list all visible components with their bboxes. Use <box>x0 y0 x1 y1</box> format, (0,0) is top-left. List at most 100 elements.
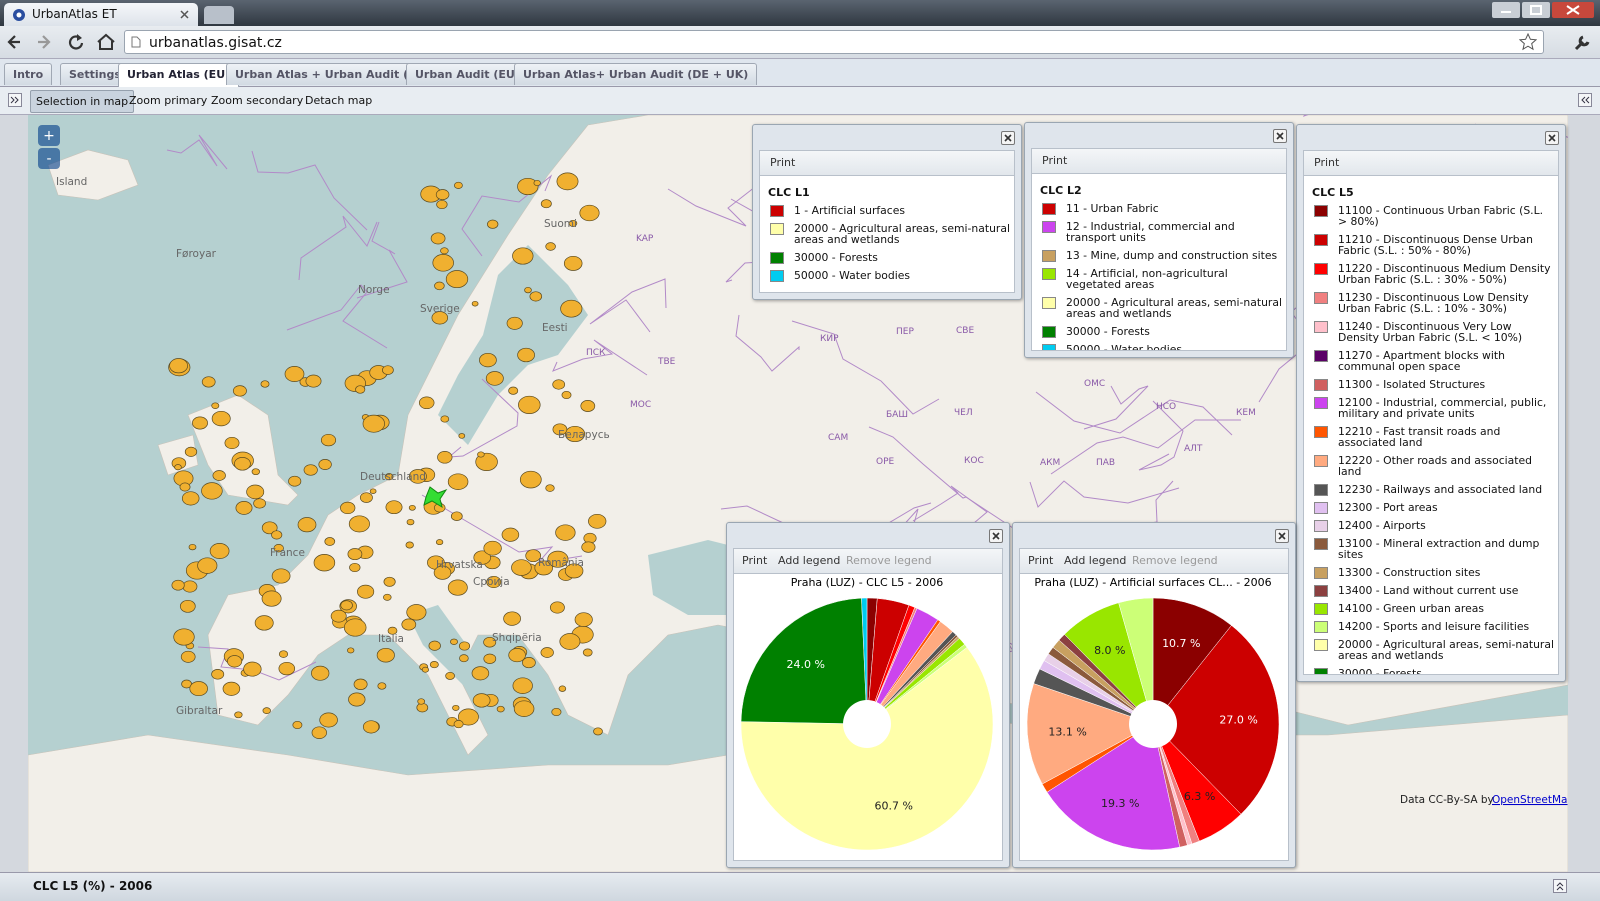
urban-area <box>561 390 572 400</box>
slice-label: 60.7 % <box>874 799 912 812</box>
expand-right[interactable] <box>1578 93 1592 107</box>
urban-area <box>201 482 223 500</box>
legend-label: 12300 - Port areas <box>1338 501 1438 514</box>
urban-area <box>506 316 523 330</box>
url-field[interactable]: urbanatlas.gisat.cz <box>124 30 1544 54</box>
urban-area <box>349 562 361 573</box>
app-tab[interactable]: Urban Audit (EU) <box>406 63 529 85</box>
expand-left[interactable] <box>8 93 22 107</box>
urban-area <box>440 415 450 423</box>
app-tab[interactable]: Urban Atlas + Urban Audit (EU) <box>226 63 439 85</box>
urban-area <box>261 590 282 607</box>
bookmark-star[interactable] <box>1519 33 1537 51</box>
legend-label: 1 - Artificial surfaces <box>794 204 906 217</box>
urban-area <box>209 543 230 559</box>
urban-area <box>486 575 502 589</box>
place-label: Norge <box>358 284 390 296</box>
legend-body: CLC L5 11100 - Continuous Urban Fabric (S… <box>1303 175 1559 675</box>
print-button[interactable]: Print <box>1314 156 1340 169</box>
urban-area <box>271 530 283 540</box>
urban-area <box>477 451 485 458</box>
urban-area <box>472 693 491 708</box>
chart-button[interactable]: Add legend <box>778 554 841 567</box>
tool-button[interactable]: Zoom secondary <box>211 94 304 107</box>
iceland <box>47 149 139 201</box>
close-button[interactable] <box>1001 131 1015 145</box>
legend-label: 30000 - Forests <box>794 251 878 264</box>
tab-close[interactable] <box>180 10 189 19</box>
close-button[interactable] <box>989 529 1003 543</box>
nav-buttons[interactable] <box>6 32 118 52</box>
close-button[interactable] <box>1273 129 1287 143</box>
close-button[interactable] <box>1545 131 1559 145</box>
urban-area <box>563 255 583 271</box>
urban-area <box>487 219 499 229</box>
legend-item: 11220 - Discontinuous Medium Density Urb… <box>1304 263 1554 285</box>
legend-item: 11100 - Continuous Urban Fabric (S.L. > … <box>1304 205 1554 227</box>
urban-area <box>433 565 452 580</box>
app-tab[interactable]: Settings <box>60 63 130 85</box>
chart-button[interactable]: Add legend <box>1064 554 1127 567</box>
legend-label: 13400 - Land without current use <box>1338 584 1519 597</box>
pie-chart: Praha (LUZ) - Artificial surfaces CL... … <box>1026 576 1280 851</box>
urban-area <box>377 682 387 690</box>
legend-swatch <box>1314 263 1328 275</box>
chart-button[interactable]: Print <box>742 554 768 567</box>
urban-area <box>579 204 600 222</box>
slice-label: 8.0 % <box>1094 644 1125 657</box>
collapse[interactable] <box>1553 879 1567 893</box>
urban-area <box>253 498 266 509</box>
urban-area <box>211 669 225 680</box>
chart-button[interactable]: Print <box>1028 554 1054 567</box>
legend-item: 11240 - Discontinuous Very Low Density U… <box>1304 321 1554 343</box>
app-tab[interactable]: Urban Atlas (EU) <box>118 63 240 87</box>
print-button[interactable]: Print <box>1042 154 1068 167</box>
urban-area <box>457 708 479 726</box>
slice-label: 6.3 % <box>1184 790 1215 803</box>
legend-swatch <box>770 252 784 264</box>
urban-area <box>211 410 231 427</box>
place-label: ОРЕ <box>876 457 895 467</box>
urban-area <box>340 600 353 611</box>
legend-panel: Print CLC L2 11 - Urban Fabric 12 - Industr… <box>1024 122 1294 358</box>
legend-item: 13100 - Mineral extraction and dump site… <box>1304 538 1554 560</box>
app-tab[interactable]: Urban Atlas+ Urban Audit (DE + UK) <box>514 63 758 85</box>
tool-button[interactable]: Selection in map <box>30 90 135 113</box>
slice-label: 27.0 % <box>1219 714 1257 727</box>
urban-area <box>479 352 497 368</box>
settings-wrench[interactable] <box>1572 33 1592 53</box>
zoom-button[interactable] <box>38 125 60 146</box>
tool-button[interactable]: Zoom primary <box>129 94 208 107</box>
place-label: Sverige <box>420 303 460 315</box>
urban-area <box>508 386 519 395</box>
app-tab[interactable]: Intro <box>4 63 53 85</box>
urban-area <box>408 504 416 511</box>
urban-area <box>459 654 469 663</box>
panel-toolbar: Print <box>1303 150 1559 176</box>
border <box>251 150 368 231</box>
place-label: Italia <box>378 633 404 645</box>
browser-tab[interactable]: UrbanAtlas ET <box>4 3 198 26</box>
urban-area <box>311 726 327 739</box>
legend-panel: Print CLC L1 1 - Artificial surfaces 20000 … <box>752 124 1022 300</box>
urban-area <box>417 698 426 705</box>
new-tab[interactable] <box>204 6 234 24</box>
print-button[interactable]: Print <box>770 156 796 169</box>
zoom-button[interactable] <box>38 148 60 169</box>
pie-hole <box>1129 700 1177 748</box>
border <box>552 339 648 376</box>
place-label: Deutschland <box>360 471 426 483</box>
legend-item: 30000 - Forests <box>1304 668 1554 674</box>
tool-button[interactable]: Detach map <box>305 94 373 107</box>
urban-area <box>173 628 195 646</box>
legend-label: 12210 - Fast transit roads and associate… <box>1338 425 1501 449</box>
close-button[interactable] <box>1275 529 1289 543</box>
urban-area <box>522 657 536 669</box>
legend-item: 13 - Mine, dump and construction sites <box>1032 250 1282 262</box>
panel-toolbar: Print <box>759 150 1015 176</box>
urban-area <box>450 638 458 645</box>
page-icon <box>131 36 141 48</box>
urban-area <box>330 609 347 623</box>
pie-slice <box>1152 625 1280 815</box>
urban-area <box>347 647 355 654</box>
